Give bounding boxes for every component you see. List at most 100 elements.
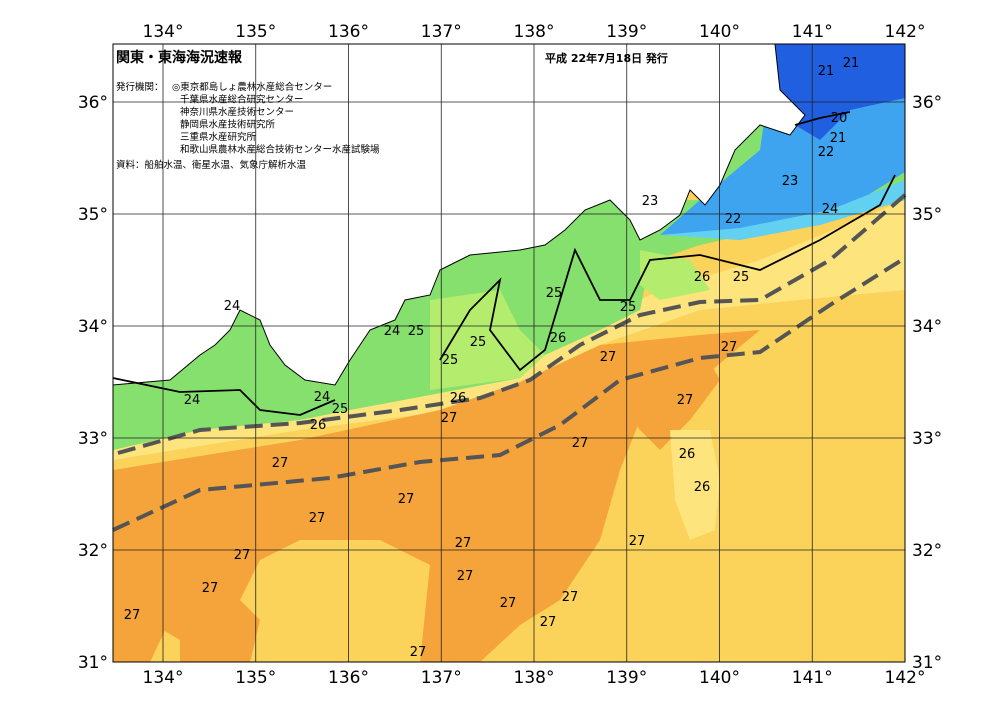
publisher-label: 発行機関： xyxy=(116,81,164,93)
agency: 三重県水産研究所 xyxy=(180,131,257,143)
contour-label: 23 xyxy=(642,194,659,209)
sea-light-yellow xyxy=(113,200,905,460)
sea-orange xyxy=(113,330,760,662)
contour-label: 25 xyxy=(620,300,637,315)
contour-label: 25 xyxy=(332,402,349,417)
source: 資料：船舶水温、衛星水温、気象庁解析水温 xyxy=(116,159,307,171)
longitude-label: 141° xyxy=(792,22,833,42)
contour-label: 25 xyxy=(442,353,459,368)
contour-label: 25 xyxy=(546,286,563,301)
contour-label: 24 xyxy=(224,299,241,314)
longitude-label: 141° xyxy=(792,668,833,688)
sea-light-blue xyxy=(660,180,905,240)
kuroshio-boundary xyxy=(117,193,907,455)
longitude-label: 142° xyxy=(885,668,926,688)
longitude-label: 134° xyxy=(143,668,184,688)
contour-label: 26 xyxy=(450,391,467,406)
contour-25 xyxy=(112,111,896,416)
contour-label: 27 xyxy=(457,569,474,584)
latitude-label: 31° xyxy=(78,653,108,673)
land xyxy=(112,43,806,386)
contour-label: 26 xyxy=(694,480,711,495)
latitude-label: 36° xyxy=(78,93,108,113)
sea-orange xyxy=(600,345,720,450)
agency: 千葉県水産総合研究センター xyxy=(180,94,304,106)
contour-label: 24 xyxy=(822,202,839,217)
contour-label: 24 xyxy=(314,390,331,405)
longitude-label: 137° xyxy=(421,668,462,688)
map-frame xyxy=(112,43,906,663)
longitude-label: 137° xyxy=(421,22,462,42)
contour-label: 27 xyxy=(441,411,458,426)
longitude-label: 138° xyxy=(514,668,555,688)
contour-label: 27 xyxy=(234,548,251,563)
longitude-label: 136° xyxy=(328,22,369,42)
latitude-label: 32° xyxy=(78,541,108,561)
map-body xyxy=(112,43,907,663)
longitude-label: 140° xyxy=(699,22,740,42)
contour-label: 26 xyxy=(679,447,696,462)
latitude-label: 36° xyxy=(912,93,942,113)
contour-label: 27 xyxy=(455,536,472,551)
contour-label: 26 xyxy=(310,418,327,433)
agency: 和歌山県農林水産総合技術センター水産試験場 xyxy=(180,144,380,156)
title: 関東・東海海況速報 xyxy=(116,49,243,66)
sea-deep-blue xyxy=(775,44,905,140)
agency: 静岡県水産技術研究所 xyxy=(180,119,276,131)
contour-label: 27 xyxy=(562,590,579,605)
agency-list: ◎東京都島しょ農林水産総合センター千葉県水産総合研究センター神奈川県水産技術セン… xyxy=(172,81,380,156)
latitude-label: 31° xyxy=(912,653,942,673)
sea-yellow-green xyxy=(640,250,710,300)
contour-label: 25 xyxy=(470,335,487,350)
contour-label: 26 xyxy=(694,270,711,285)
contour-label: 22 xyxy=(818,145,835,160)
contour-label: 27 xyxy=(600,350,617,365)
contour-label: 27 xyxy=(309,511,326,526)
contour-line xyxy=(112,377,336,416)
contour-label: 22 xyxy=(725,212,742,227)
contour-label: 24 xyxy=(184,393,201,408)
contour-label: 27 xyxy=(202,581,219,596)
contour-label: 27 xyxy=(540,615,557,630)
agency: ◎東京都島しょ農林水産総合センター xyxy=(172,81,332,93)
contour-label: 25 xyxy=(733,270,750,285)
contour-label: 20 xyxy=(831,111,848,126)
contour-label: 27 xyxy=(500,596,517,611)
contour-label: 27 xyxy=(398,492,415,507)
latitude-label: 33° xyxy=(912,429,942,449)
longitude-label: 136° xyxy=(328,668,369,688)
agency: 神奈川県水産技術センター xyxy=(180,106,294,118)
contour-label: 27 xyxy=(629,534,646,549)
latitude-label: 34° xyxy=(912,317,942,337)
longitude-label: 140° xyxy=(699,668,740,688)
sea-orange xyxy=(180,590,260,662)
contour-label: 25 xyxy=(408,324,425,339)
contour-label: 27 xyxy=(572,436,589,451)
contour-label: 27 xyxy=(124,608,141,623)
latitude-label: 34° xyxy=(78,317,108,337)
contour-line xyxy=(439,174,896,372)
sea-orange xyxy=(113,580,170,662)
longitude-label: 139° xyxy=(606,668,647,688)
longitude-label: 139° xyxy=(606,22,647,42)
kuroshio-boundary xyxy=(112,256,907,532)
longitude-label: 135° xyxy=(235,22,276,42)
contour-label: 21 xyxy=(818,64,835,79)
contour-label: 27 xyxy=(721,340,738,355)
longitude-label: 135° xyxy=(235,668,276,688)
contour-label: 27 xyxy=(272,456,289,471)
longitude-label: 138° xyxy=(514,22,555,42)
contour-label: 21 xyxy=(830,131,847,146)
contour-label: 23 xyxy=(782,174,799,189)
latitude-label: 35° xyxy=(78,205,108,225)
longitude-label: 142° xyxy=(885,22,926,42)
sea-light-yellow xyxy=(670,430,720,540)
latitude-label: 35° xyxy=(912,205,942,225)
latitude-label: 33° xyxy=(78,429,108,449)
contour-label: 21 xyxy=(843,56,860,71)
contour-label: 27 xyxy=(410,645,427,660)
labels: 134° 134° 135° 135° 136° 136° 137° 137° 138° 138°… xyxy=(78,22,942,688)
contour-label: 24 xyxy=(384,324,401,339)
contour-label: 27 xyxy=(677,393,694,408)
